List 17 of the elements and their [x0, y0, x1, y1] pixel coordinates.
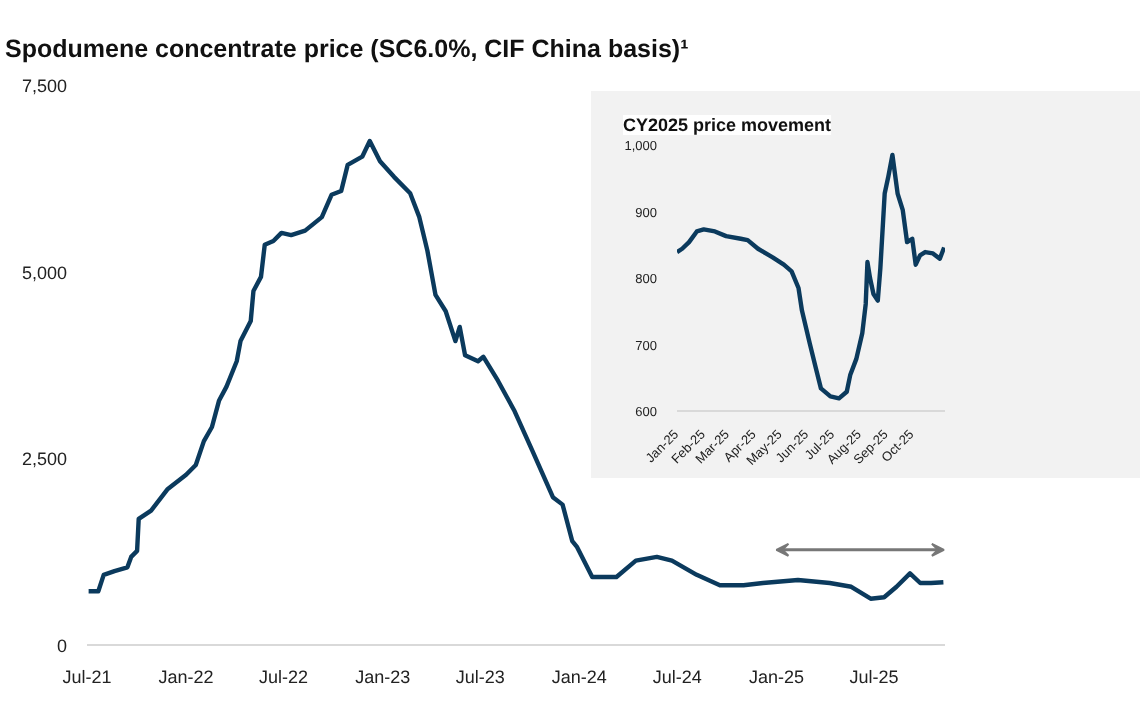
x-tick-label: Jul-22 [259, 667, 309, 687]
x-tick-label: Jan-25 [748, 667, 804, 687]
y-tick-label: 7,500 [21, 76, 68, 96]
y-tick-label: 0 [56, 636, 68, 656]
x-tick-label: Jul-24 [652, 667, 702, 687]
chart-title: CY2025 price movement [623, 115, 832, 135]
x-tick-label: Jan-23 [355, 667, 411, 687]
x-tick-label: Jan-22 [158, 667, 214, 687]
line-series [677, 152, 945, 401]
y-tick-label: 2,500 [21, 449, 68, 470]
chart-title: Spodumene concentrate price (SC6.0%, CIF China basis)¹ [5, 35, 689, 63]
x-tick-label: Jul-23 [455, 667, 505, 687]
y-tick-label: 5,000 [21, 262, 68, 283]
x-tick-label: Jul-25 [849, 667, 899, 687]
x-tick-label: Jan-24 [551, 667, 607, 687]
x-tick-label: Jul-21 [62, 667, 112, 687]
line-series [87, 138, 945, 601]
